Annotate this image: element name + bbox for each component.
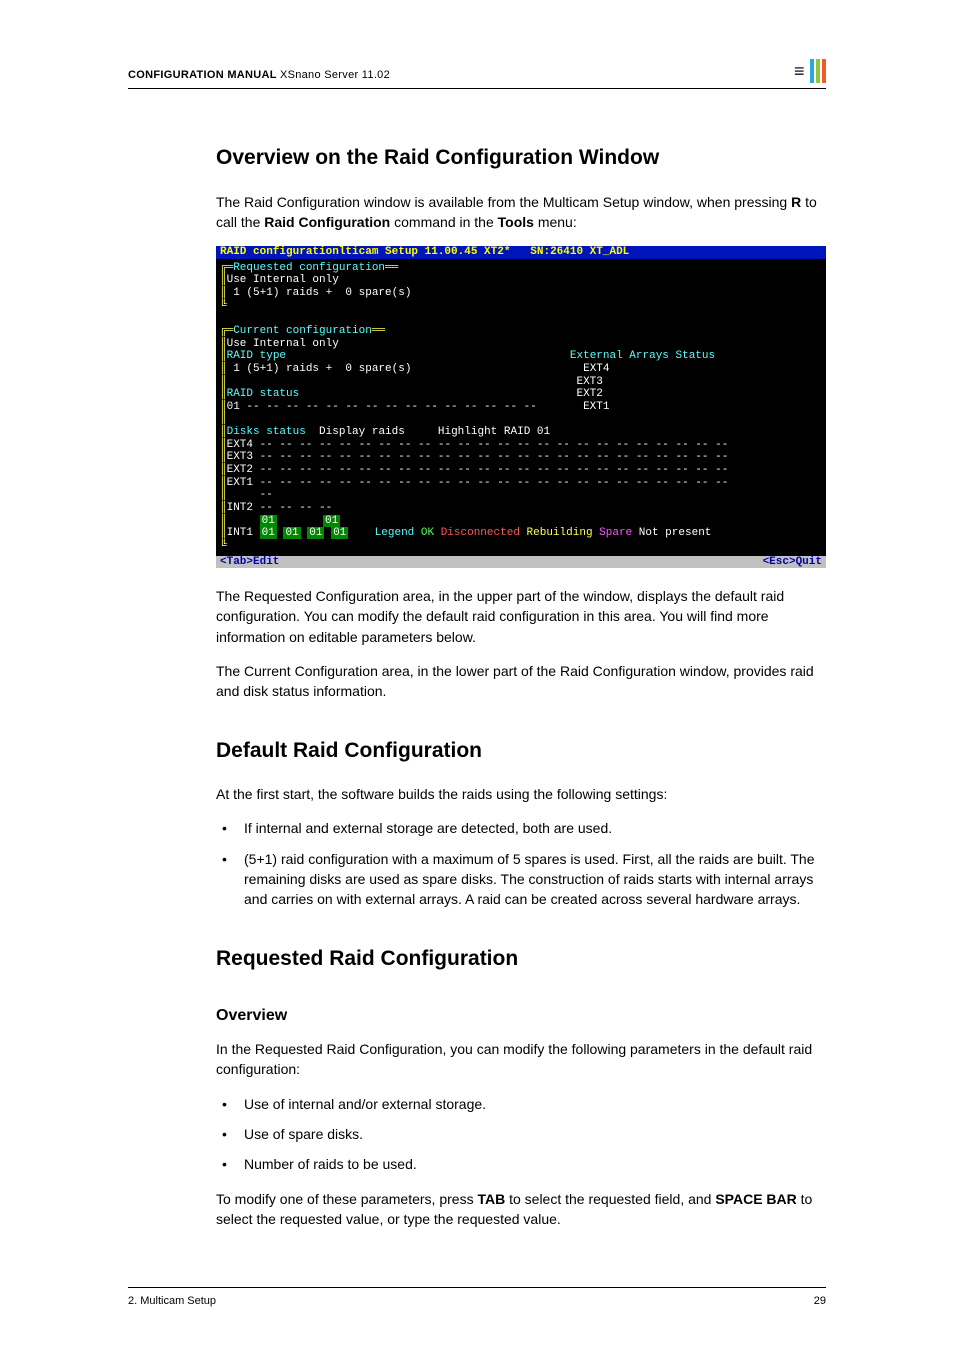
ext-arrays-status: External Arrays Status (570, 350, 715, 362)
term-title-left: RAID configurationlticam Setup 11.00.45 … (220, 246, 510, 258)
legend-ok: OK (421, 527, 434, 539)
legend-label: Legend (375, 527, 415, 539)
req-header: Requested configuration (233, 262, 385, 274)
terminal-screenshot: RAID configurationlticam Setup 11.00.45 … (216, 246, 826, 568)
status-01: 01 (227, 401, 240, 413)
logo-bar-3 (822, 59, 826, 83)
legend-spare: Spare (599, 527, 632, 539)
section3-intro: In the Requested Raid Configuration, you… (216, 1039, 826, 1080)
ext1: EXT1 (583, 401, 609, 413)
req-use-internal: Use Internal only (227, 274, 339, 286)
evs-logo: ≡ (794, 58, 826, 84)
header-text: CONFIGURATION MANUAL XSnano Server 11.02 (128, 68, 390, 84)
list-item: If internal and external storage are det… (234, 818, 826, 838)
raid-type: RAID type (227, 350, 286, 362)
ext4: EXT4 (583, 363, 609, 375)
req-raids-line: 1 (5+1) raids + 0 spare(s) (227, 287, 412, 299)
terminal-body: ╔═Requested configuration══ ║Use Interna… (216, 259, 826, 556)
outro-mid: to select the requested field, and (505, 1191, 715, 1207)
row-int1: INT1 (227, 527, 253, 539)
page-footer: 2. Multicam Setup 29 (128, 1287, 826, 1310)
content-area: Overview on the Raid Configuration Windo… (216, 143, 826, 1229)
section3-bullets: Use of internal and/or external storage.… (216, 1094, 826, 1175)
legend-reb: Rebuilding (527, 527, 593, 539)
term-title-right: SN:26410 XT_ADL (530, 246, 629, 258)
cur-header: Current configuration (233, 325, 372, 337)
outro-pre: To modify one of these parameters, press (216, 1191, 477, 1207)
footer-esc-quit: <Esc>Quit (763, 556, 822, 569)
ext2: EXT2 (576, 388, 602, 400)
intro-pre: The Raid Configuration window is availab… (216, 194, 791, 210)
section2-title: Default Raid Configuration (216, 736, 826, 766)
logo-bar-1 (810, 59, 814, 83)
section1-intro: The Raid Configuration window is availab… (216, 192, 826, 233)
header-product: XSnano Server 11.02 (280, 69, 390, 81)
intro-post: menu: (534, 214, 577, 230)
section3-title: Requested Raid Configuration (216, 944, 826, 974)
cur-raids-line: 1 (5+1) raids + 0 spare(s) (227, 363, 412, 375)
legend-disc: Disconnected (441, 527, 520, 539)
list-item: Number of raids to be used. (234, 1154, 826, 1174)
row-ext3: EXT3 (227, 451, 253, 463)
raid-status-label: RAID status (227, 388, 300, 400)
list-item: (5+1) raid configuration with a maximum … (234, 849, 826, 910)
row-ext4: EXT4 (227, 439, 253, 451)
display-raids: Display raids (319, 426, 405, 438)
list-item: Use of spare disks. (234, 1124, 826, 1144)
terminal-footer: <Tab>Edit <Esc>Quit (216, 556, 826, 569)
row-ext1: EXT1 (227, 477, 253, 489)
outro-k2: SPACE BAR (715, 1191, 796, 1207)
intro-menu: Tools (498, 214, 534, 230)
section3-outro: To modify one of these parameters, press… (216, 1189, 826, 1230)
footer-left: 2. Multicam Setup (128, 1294, 216, 1310)
footer-tab-edit: <Tab>Edit (220, 556, 279, 569)
intro-mid2: command in the (390, 214, 497, 230)
section1-title: Overview on the Raid Configuration Windo… (216, 143, 826, 173)
cur-use-internal: Use Internal only (227, 338, 339, 350)
highlight-raid: Highlight RAID 01 (438, 426, 550, 438)
section2-bullets: If internal and external storage are det… (216, 818, 826, 909)
logo-text: ≡ (794, 58, 804, 84)
row-ext2: EXT2 (227, 464, 253, 476)
intro-key: R (791, 194, 801, 210)
para-requested: The Requested Configuration area, in the… (216, 586, 826, 647)
outro-k1: TAB (477, 1191, 505, 1207)
logo-bar-2 (816, 59, 820, 83)
terminal-titlebar: RAID configurationlticam Setup 11.00.45 … (216, 246, 826, 259)
legend-np: Not present (639, 527, 712, 539)
footer-page-number: 29 (814, 1294, 826, 1310)
section2-intro: At the first start, the software builds … (216, 784, 826, 804)
section3-sub: Overview (216, 1004, 826, 1027)
intro-cmd: Raid Configuration (264, 214, 390, 230)
ext3: EXT3 (576, 376, 602, 388)
header-prefix: CONFIGURATION MANUAL (128, 69, 277, 81)
row-int2: INT2 (227, 502, 253, 514)
list-item: Use of internal and/or external storage. (234, 1094, 826, 1114)
disks-status: Disks status (227, 426, 306, 438)
page-header: CONFIGURATION MANUAL XSnano Server 11.02… (128, 58, 826, 89)
para-current: The Current Configuration area, in the l… (216, 661, 826, 702)
